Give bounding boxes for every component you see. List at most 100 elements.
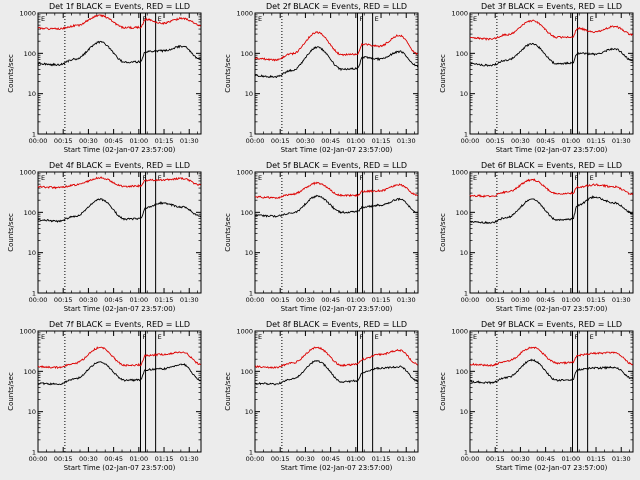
y-tick-label: 100 <box>241 368 253 376</box>
lld-series-line <box>254 181 418 200</box>
x-axis-title: Start Time (02-Jan-07 23:57:00) <box>496 146 608 154</box>
y-tick-label: 1 <box>249 290 253 298</box>
events-series-line <box>37 361 201 386</box>
x-tick-label: 00:30 <box>79 137 98 145</box>
x-tick-label: 01:00 <box>561 296 580 304</box>
y-tick-label: 10 <box>460 249 468 257</box>
lld-series-line <box>254 31 418 62</box>
y-axis-title: Counts/sec <box>439 54 447 93</box>
y-tick-label: 100 <box>456 368 468 376</box>
y-tick-label: 1 <box>32 449 36 457</box>
x-tick-label: 00:30 <box>79 455 98 463</box>
x-tick-label: 01:15 <box>372 455 391 463</box>
events-series-line <box>254 359 418 386</box>
plot-frame <box>254 12 419 135</box>
chart-title: Det 1f BLACK = Events, RED = LLD <box>49 2 190 11</box>
x-axis-title: Start Time (02-Jan-07 23:57:00) <box>64 305 176 313</box>
chart-panel-5: Det 5f BLACK = Events, RED = LLD E F E 1 10 10… <box>224 161 419 313</box>
x-tick-label: 00:45 <box>104 296 123 304</box>
y-tick-label: 1000 <box>451 10 468 18</box>
chart-title: Det 5f BLACK = Events, RED = LLD <box>266 161 407 170</box>
x-tick-label: 01:30 <box>180 455 199 463</box>
x-axis-title: Start Time (02-Jan-07 23:57:00) <box>281 305 393 313</box>
lld-series-line <box>37 346 201 370</box>
flag-label: E <box>158 174 162 182</box>
chart-title: Det 2f BLACK = Events, RED = LLD <box>266 2 407 11</box>
x-tick-label: 00:00 <box>246 455 265 463</box>
y-axis-title: Counts/sec <box>224 213 232 252</box>
flag-label: E <box>590 333 594 341</box>
plot-frame <box>469 330 634 453</box>
y-tick-label: 100 <box>24 209 36 217</box>
x-tick-label: 00:30 <box>511 296 530 304</box>
x-tick-label: 01:15 <box>155 137 174 145</box>
y-axis-title: Counts/sec <box>439 372 447 411</box>
flag-label: F <box>360 174 364 182</box>
chart-panel-3: Det 3f BLACK = Events, RED = LLD E F E 1 10 10… <box>439 2 634 154</box>
flag-label: E <box>158 15 162 23</box>
x-tick-label: 00:15 <box>54 137 73 145</box>
chart-panel-2: Det 2f BLACK = Events, RED = LLD E F E 1 10 10… <box>224 2 419 154</box>
x-tick-label: 00:45 <box>104 137 123 145</box>
lld-series-line <box>254 346 418 369</box>
y-tick-label: 1000 <box>19 10 36 18</box>
flag-label: E <box>258 174 262 182</box>
y-tick-label: 1 <box>249 449 253 457</box>
y-tick-label: 1 <box>249 131 253 139</box>
x-tick-label: 01:30 <box>397 296 416 304</box>
events-series-line <box>254 194 418 218</box>
flag-label: E <box>258 15 262 23</box>
flag-label: E <box>41 15 45 23</box>
y-tick-label: 10 <box>245 249 253 257</box>
y-tick-label: 10 <box>28 90 36 98</box>
x-tick-label: 00:00 <box>29 455 48 463</box>
x-tick-label: 01:00 <box>561 137 580 145</box>
x-tick-label: 01:15 <box>587 455 606 463</box>
flag-label: E <box>473 174 477 182</box>
y-axis-title: Counts/sec <box>7 213 15 252</box>
x-axis-title: Start Time (02-Jan-07 23:57:00) <box>64 464 176 472</box>
y-tick-label: 1000 <box>236 10 253 18</box>
events-series-line <box>37 198 202 223</box>
chart-panel-8: Det 8f BLACK = Events, RED = LLD E F E 1 10 10… <box>224 320 419 472</box>
chart-title: Det 6f BLACK = Events, RED = LLD <box>481 161 622 170</box>
events-series-line <box>469 195 633 225</box>
chart-panel-9: Det 9f BLACK = Events, RED = LLD E F E 1 10 10… <box>439 320 634 472</box>
plot-frame <box>469 171 634 294</box>
y-tick-label: 1 <box>464 449 468 457</box>
x-tick-label: 01:30 <box>612 137 631 145</box>
x-tick-label: 01:30 <box>180 137 199 145</box>
lld-series-line <box>469 178 634 198</box>
x-tick-label: 00:30 <box>511 455 530 463</box>
x-tick-label: 01:15 <box>372 296 391 304</box>
flag-label: F <box>143 174 147 182</box>
y-tick-label: 100 <box>456 50 468 58</box>
x-tick-label: 00:30 <box>79 296 98 304</box>
y-tick-label: 10 <box>28 249 36 257</box>
x-tick-label: 00:15 <box>271 455 290 463</box>
y-tick-label: 1000 <box>451 169 468 177</box>
x-tick-label: 01:30 <box>612 296 631 304</box>
y-tick-label: 1000 <box>19 169 36 177</box>
x-tick-label: 01:15 <box>155 296 174 304</box>
chart-title: Det 3f BLACK = Events, RED = LLD <box>481 2 622 11</box>
x-tick-label: 00:45 <box>321 296 340 304</box>
plot-frame <box>254 330 419 453</box>
y-axis-title: Counts/sec <box>439 213 447 252</box>
plot-frame <box>254 171 419 294</box>
chart-title: Det 4f BLACK = Events, RED = LLD <box>49 161 190 170</box>
x-tick-label: 00:30 <box>296 455 315 463</box>
x-tick-label: 01:00 <box>346 455 365 463</box>
flag-label: F <box>575 174 579 182</box>
x-tick-label: 01:00 <box>129 296 148 304</box>
flag-label: F <box>360 15 364 23</box>
chart-title: Det 9f BLACK = Events, RED = LLD <box>481 320 622 329</box>
x-tick-label: 00:00 <box>461 137 480 145</box>
plot-frame <box>37 330 202 453</box>
chart-panel-7: Det 7f BLACK = Events, RED = LLD E F E 1 10 10… <box>7 320 202 472</box>
x-tick-label: 01:00 <box>129 137 148 145</box>
y-tick-label: 1000 <box>236 169 253 177</box>
flag-label: F <box>575 15 579 23</box>
x-tick-label: 01:30 <box>397 137 416 145</box>
